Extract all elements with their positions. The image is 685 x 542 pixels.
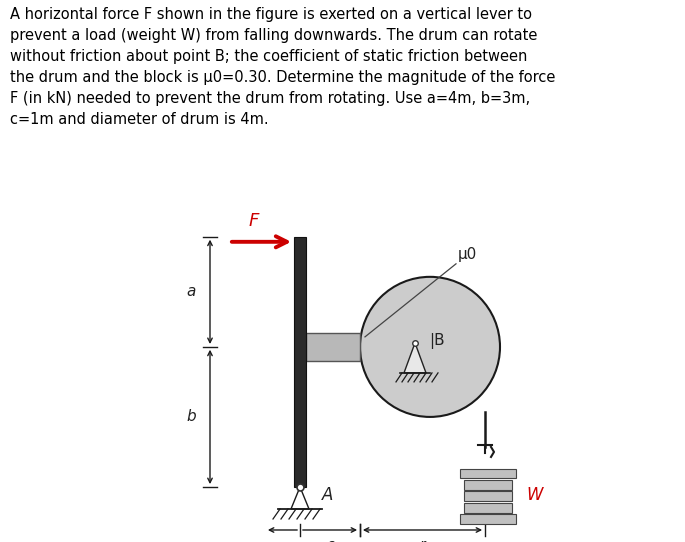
Bar <box>464 492 512 501</box>
Circle shape <box>360 277 500 417</box>
Text: W: W <box>526 487 543 505</box>
Bar <box>460 514 516 524</box>
Bar <box>306 333 360 361</box>
Text: μ0: μ0 <box>458 247 477 262</box>
Bar <box>464 480 512 490</box>
Text: A: A <box>322 486 334 504</box>
Polygon shape <box>404 343 426 373</box>
Text: |B: |B <box>429 333 445 349</box>
Text: F: F <box>249 212 259 230</box>
Text: A horizontal force F shown in the figure is exerted on a vertical lever to
preve: A horizontal force F shown in the figure… <box>10 7 556 127</box>
Text: a: a <box>186 285 196 299</box>
Bar <box>294 237 306 487</box>
Bar <box>460 469 516 479</box>
Bar <box>464 503 512 513</box>
Text: b: b <box>186 409 196 424</box>
Polygon shape <box>291 487 309 509</box>
Text: r: r <box>420 538 425 542</box>
Text: c: c <box>326 538 334 542</box>
